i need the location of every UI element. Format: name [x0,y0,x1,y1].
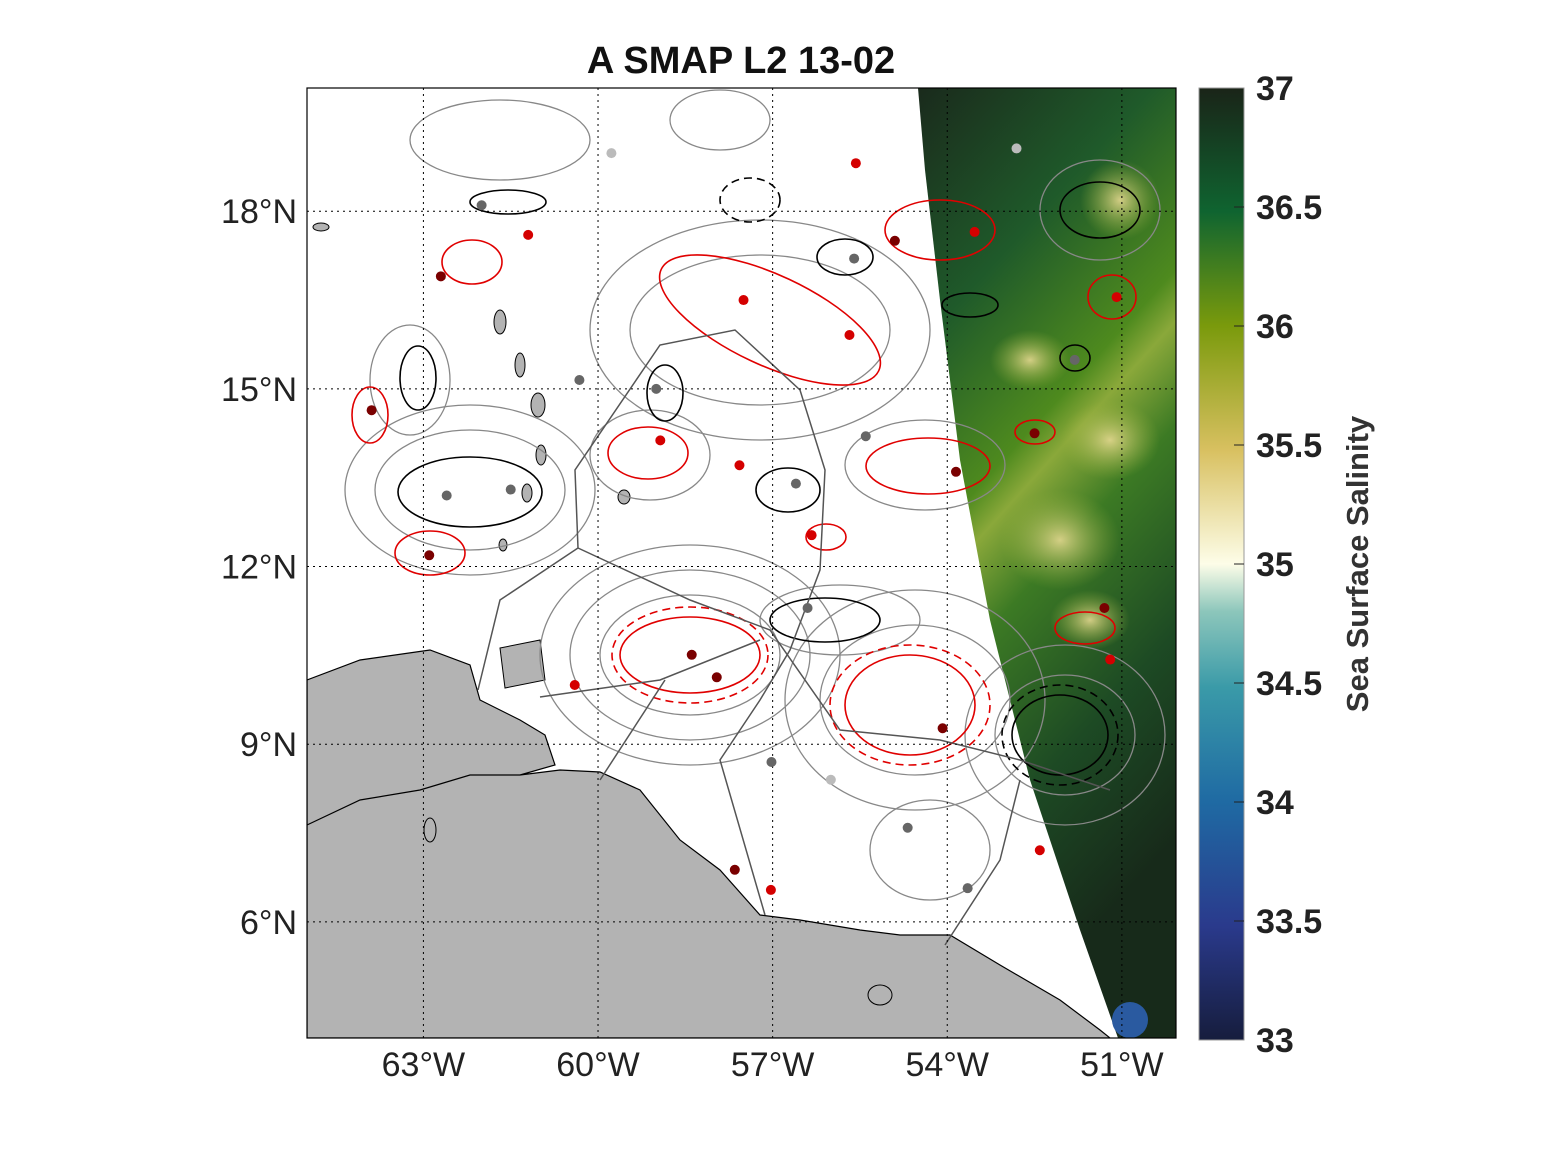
observation-point [790,478,801,489]
observation-points [366,143,1122,895]
observation-point [1034,845,1045,856]
observation-point [902,822,913,833]
observation-point [1111,292,1122,303]
x-tick-label: 57°W [731,1046,815,1084]
x-tick-label: 63°W [382,1046,466,1084]
observation-point [651,383,662,394]
y-tick-label: 18°N [221,193,297,231]
x-tick-label: 51°W [1080,1046,1164,1084]
observation-point [523,229,534,240]
colorbar-tick-label: 36.5 [1256,189,1322,227]
observation-point [738,295,749,306]
observation-point [569,680,580,691]
observation-point [1069,354,1080,365]
observation-point [844,329,855,340]
observation-point [729,864,740,875]
observation-point [802,603,813,614]
observation-point [806,530,817,541]
x-tick-label: 60°W [556,1046,640,1084]
observation-point [1105,654,1116,665]
y-tick-label: 6°N [240,904,297,942]
lesser-antilles-islands [312,222,893,1006]
observation-point [476,200,487,211]
colorbar-tick-label: 35 [1256,546,1294,584]
observation-point [505,484,516,495]
colorbar-tick-label: 34 [1256,784,1294,822]
observation-point [889,235,900,246]
observation-point [950,466,961,477]
observation-point [424,550,435,561]
observation-point [686,649,697,660]
salinity-contours-gray [344,89,1166,901]
observation-point [441,490,452,501]
x-tick-label: 54°W [905,1046,989,1084]
salinity-contours-highlight [351,177,1141,786]
y-tick-label: 12°N [221,549,297,587]
observation-point [1029,428,1040,439]
south-america-land [307,649,1111,1038]
observation-point [849,253,860,264]
colorbar-tick-label: 36 [1256,308,1294,346]
observation-point [1011,143,1022,154]
colorbar-tick-label: 33.5 [1256,903,1322,941]
trinidad-island [499,639,546,689]
x-axis-ticks: 63°W 60°W 57°W 54°W 51°W [382,1046,1164,1084]
colorbar-tick-label: 37 [1256,70,1294,108]
colorbar-label: Sea Surface Salinity [1340,415,1375,712]
graticule [307,88,1176,1038]
observation-point [962,883,973,894]
colorbar-tick-label: 34.5 [1256,665,1322,703]
track-lines [477,329,1111,946]
colorbar-ticks: 33 33.5 34 34.5 35 35.5 36 36.5 37 [1234,70,1322,1060]
observation-point [937,723,948,734]
colorbar-tick-label: 35.5 [1256,427,1322,465]
colorbar-tick-label: 33 [1256,1022,1294,1060]
observation-point [860,431,871,442]
observation-point [825,774,836,785]
map-title: A SMAP L2 13-02 [587,40,895,82]
observation-point [366,405,377,416]
observation-point [969,226,980,237]
observation-point [435,271,446,282]
y-tick-label: 15°N [221,371,297,409]
observation-point [765,884,776,895]
y-axis-ticks: 18°N 15°N 12°N 9°N 6°N [221,193,297,942]
swath-salinity-highlights [990,160,1160,1038]
map-frame [306,87,1177,1039]
observation-point [655,435,666,446]
observation-point [850,158,861,169]
y-tick-label: 9°N [240,726,297,764]
observation-point [1099,603,1110,614]
observation-point [734,460,745,471]
observation-point [574,374,585,385]
map-area [307,88,1176,1038]
observation-point [711,672,722,683]
observation-point [766,757,777,768]
observation-point [606,148,617,159]
